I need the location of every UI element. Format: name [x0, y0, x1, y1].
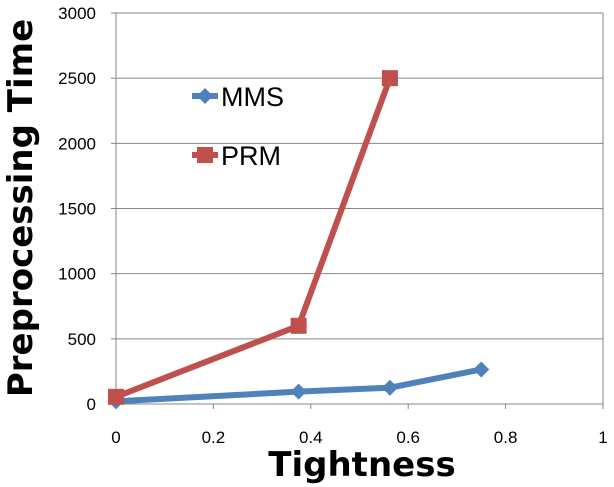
data-point-prm: [381, 70, 398, 87]
axes: [111, 12, 604, 409]
data-point-prm: [108, 388, 124, 405]
x-axis-title: Tightness: [268, 445, 455, 485]
data-point-mms: [381, 379, 398, 396]
series-lines: [113, 75, 485, 405]
y-tick-label: 1500: [58, 200, 96, 219]
legend-label-mms: MMS: [221, 82, 284, 112]
x-tick-label: 0: [111, 428, 120, 447]
y-tick-label: 3000: [58, 4, 96, 23]
y-axis-title: Preprocessing Time: [1, 19, 41, 397]
y-tick-label: 500: [68, 330, 96, 349]
x-tick-label: 0.2: [202, 428, 226, 447]
series-line-mms: [113, 366, 485, 405]
y-tick-label: 2000: [58, 134, 96, 153]
legend-marker-mms: [197, 88, 213, 104]
x-tick-label: 0.6: [396, 428, 420, 447]
data-point-mms: [290, 383, 307, 400]
series-line-prm: [113, 75, 393, 400]
data-point-mms: [473, 361, 490, 378]
legend-label-prm: PRM: [221, 141, 281, 171]
x-tick-label: 1: [598, 428, 607, 447]
y-tick-label: 1000: [58, 265, 96, 284]
x-tick-label: 0.8: [494, 428, 518, 447]
legend: MMS PRM: [192, 82, 284, 171]
gridlines: [116, 12, 603, 340]
data-point-prm: [290, 317, 307, 334]
legend-marker-prm: [197, 147, 213, 163]
x-tick-labels: 0 0.2 0.4 0.6 0.8 1: [111, 428, 607, 447]
series-markers: [108, 70, 490, 410]
x-tick-label: 0.4: [299, 428, 323, 447]
y-tick-label: 0: [87, 395, 96, 414]
y-tick-labels: 0 500 1000 1500 2000 2500 3000: [58, 4, 96, 414]
y-tick-label: 2500: [58, 69, 96, 88]
